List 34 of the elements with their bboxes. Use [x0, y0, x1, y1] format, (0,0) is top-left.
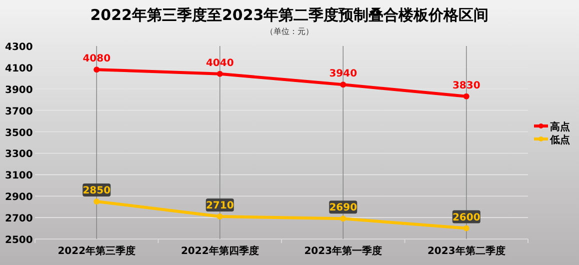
y-tick-label: 4300 — [5, 42, 33, 53]
point — [216, 70, 223, 77]
point — [94, 66, 100, 73]
y-tick-label: 3500 — [5, 128, 33, 139]
data-label: 4040 — [206, 58, 234, 69]
data-label: 3830 — [452, 80, 480, 92]
chart-title: 2022年第三季度至2023年第二季度预制叠合楼板价格区间 — [90, 6, 489, 24]
y-tick-label: 2500 — [5, 235, 33, 246]
point — [463, 225, 470, 232]
point — [340, 216, 346, 222]
y-tick-label: 3700 — [5, 106, 33, 118]
data-label: 2710 — [206, 200, 234, 212]
data-label: 3940 — [329, 68, 358, 80]
data-label: 2850 — [82, 185, 111, 196]
y-tick-label: 2900 — [5, 192, 33, 204]
data-label: 4080 — [82, 54, 111, 65]
y-tick-label: 2700 — [5, 214, 33, 225]
data-label: 2690 — [329, 202, 358, 214]
y-tick-label: 3900 — [5, 84, 33, 96]
point — [463, 93, 470, 100]
x-tick-label: 2022年第三季度 — [58, 245, 136, 257]
data-label: 2600 — [452, 212, 480, 224]
legend-label: 高点 — [550, 121, 570, 133]
legend-label: 低点 — [549, 134, 570, 146]
x-tick-label: 2022年第四季度 — [180, 245, 259, 257]
chart-subtitle: （单位：元） — [266, 27, 314, 36]
point — [216, 213, 223, 220]
y-tick-label: 3100 — [5, 170, 33, 182]
y-tick-label: 3300 — [5, 149, 33, 160]
point — [94, 198, 100, 204]
y-tick-label: 4100 — [5, 63, 33, 74]
x-tick-label: 2023年第一季度 — [304, 245, 382, 257]
x-tick-label: 2023年第二季度 — [427, 245, 506, 257]
point — [340, 82, 346, 88]
